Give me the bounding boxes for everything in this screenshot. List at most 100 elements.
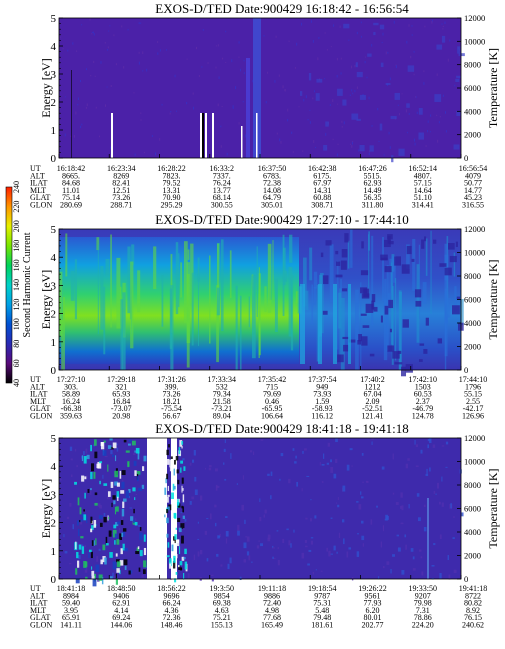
- spectrogram-cell: [135, 518, 137, 521]
- spectrogram-cell: [389, 77, 391, 81]
- y2-axis-label: Temperature [K]: [486, 48, 500, 128]
- spectrogram-cell: [182, 515, 185, 519]
- spectrogram-cell: [76, 465, 78, 468]
- spectrogram-cell: [414, 289, 422, 298]
- spectrogram-cell: [127, 246, 131, 314]
- spectrogram-cell: [401, 505, 404, 511]
- spectrogram-cell: [326, 547, 329, 552]
- spectrogram-spike: [200, 113, 202, 158]
- spectrogram-cell: [401, 570, 405, 575]
- spectrogram-cell: [187, 249, 190, 260]
- spectrogram-cell: [123, 66, 125, 69]
- spectrogram-cell: [165, 478, 167, 484]
- spectrogram-cell: [302, 150, 304, 152]
- spectrogram-cell: [424, 236, 427, 242]
- spectrogram-cell: [444, 267, 452, 276]
- spectrogram-cell: [83, 451, 85, 456]
- row-value-ilat: 67.97: [313, 179, 331, 188]
- row-value-glon: 288.71: [110, 201, 132, 210]
- row-value-ilat: 60.53: [414, 390, 432, 399]
- spectrogram-cell: [391, 155, 394, 163]
- spectrogram-cell: [398, 290, 402, 370]
- spectrogram-cell: [220, 564, 223, 567]
- spectrogram-cell: [382, 525, 384, 530]
- spectrogram-cell: [85, 448, 88, 454]
- spectrogram-cell: [404, 534, 407, 538]
- spectrogram-cell: [248, 296, 250, 328]
- spectrogram-cell: [175, 455, 179, 461]
- row-value-glon: 121.41: [362, 412, 384, 421]
- spectrogram-cell: [176, 554, 178, 559]
- spectrogram-cell: [431, 20, 433, 24]
- spectrogram-cell: [418, 244, 421, 319]
- spectrogram-cell: [241, 504, 244, 511]
- spectrogram-cell: [134, 470, 137, 477]
- spectrogram-cell: [76, 551, 79, 559]
- spectrogram-cell: [394, 92, 401, 100]
- spectrogram-spike: [202, 113, 204, 158]
- spectrogram-cell: [258, 540, 260, 542]
- spectrogram-cell: [355, 62, 358, 68]
- y2-tick-label: 2000: [464, 551, 481, 561]
- spectrogram-cell: [416, 111, 418, 115]
- y-tick-label: 4: [51, 461, 57, 473]
- spectrogram-cell: [77, 497, 80, 506]
- spectrogram-cell: [324, 32, 326, 34]
- spectrogram-cell: [173, 478, 175, 483]
- spectrogram-cell: [169, 557, 172, 559]
- row-value-glat: 70.90: [163, 193, 181, 202]
- spectrogram-cell: [379, 123, 383, 131]
- spectrogram-cell: [181, 446, 183, 449]
- spectrogram-cell: [97, 244, 99, 335]
- spectrogram-cell: [384, 266, 392, 273]
- spectrogram-cell: [306, 475, 310, 477]
- spectrogram-cell: [111, 502, 113, 508]
- spectrogram-cell: [171, 451, 174, 458]
- spectrogram-cell: [215, 45, 217, 47]
- spectrogram-cell: [122, 498, 127, 502]
- spectrogram-cell: [329, 244, 334, 303]
- spectrogram-cell: [346, 551, 349, 558]
- spectrogram-cell: [455, 241, 458, 247]
- spectrogram-cell: [177, 505, 181, 508]
- row-value-ut: 18:48:50: [107, 584, 135, 593]
- spectrogram-cell: [175, 460, 179, 465]
- spectrogram-cell: [208, 467, 212, 471]
- spectrogram-cell: [92, 578, 97, 587]
- spectrogram-cell: [288, 540, 291, 546]
- row-value-mlt: 4.98: [265, 606, 279, 615]
- spectrogram-cell: [136, 476, 139, 482]
- spectrogram-cell: [95, 106, 97, 109]
- y2-tick-label: 0: [464, 153, 468, 163]
- spectrogram-cell: [115, 553, 118, 557]
- y-tick-label: 4: [51, 41, 57, 53]
- spectrogram-cell: [204, 530, 208, 535]
- row-label: GLON: [30, 412, 52, 421]
- spectrogram-cell: [393, 20, 395, 24]
- row-value-glon: 141.11: [60, 621, 82, 630]
- spectrogram-cell: [110, 84, 112, 88]
- spectrogram-cell: [100, 442, 105, 450]
- spectrogram-cell: [223, 448, 226, 452]
- spectrogram-cell: [378, 140, 380, 143]
- row-value-glat: 60.88: [313, 193, 331, 202]
- spectrogram-cell: [259, 516, 262, 522]
- spectrogram-cell: [274, 80, 276, 83]
- spectrogram-cell: [89, 18, 91, 21]
- spectrogram-cell: [381, 466, 385, 470]
- spectrogram-cell: [356, 533, 360, 535]
- spectrogram-cell: [90, 490, 92, 495]
- spectrogram-cell: [264, 509, 267, 514]
- spectrogram-cell: [418, 517, 421, 522]
- spectrogram-cell: [79, 521, 83, 525]
- spectrogram-cell: [389, 146, 391, 149]
- spectrogram-cell: [114, 506, 117, 515]
- spectrogram-cell: [180, 523, 183, 529]
- spectrogram-cell: [140, 22, 142, 24]
- spectrogram-cell: [429, 131, 431, 133]
- spectrogram-cell: [220, 145, 222, 148]
- spectrogram-cell: [225, 538, 228, 544]
- row-value-alt: 9696: [164, 591, 180, 600]
- spectrogram-cell: [93, 444, 95, 447]
- spectrogram-cell: [181, 441, 184, 445]
